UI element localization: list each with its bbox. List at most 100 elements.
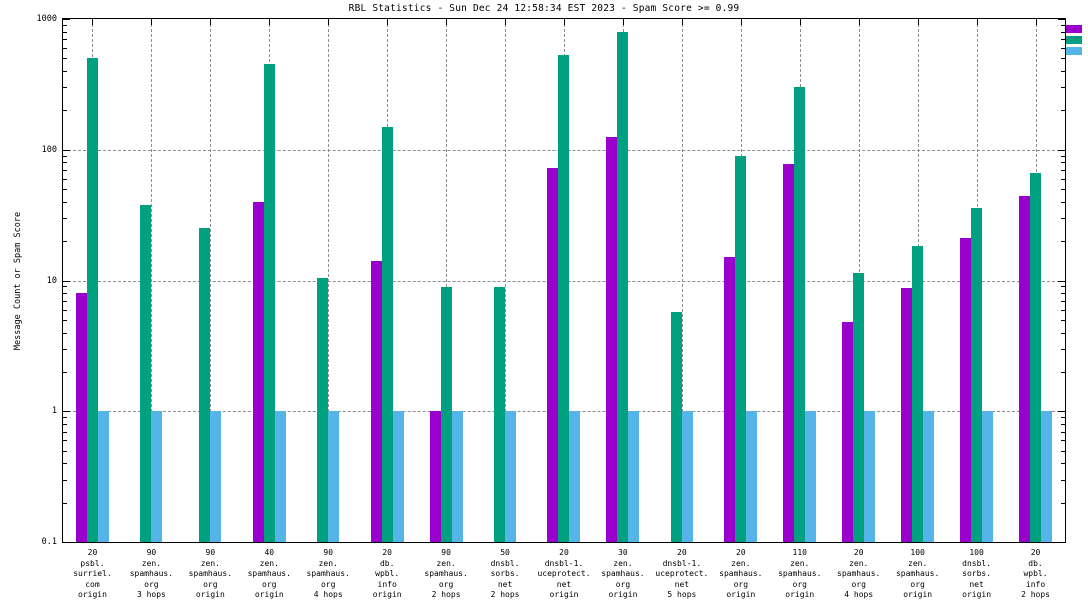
bar-group[interactable] [181,19,240,542]
bar-score[interactable] [151,411,163,542]
y-axis-minor-tick [63,87,67,89]
x-axis-tick [622,19,624,25]
bar-score[interactable] [982,411,994,542]
bar-group[interactable] [476,19,535,542]
bar-score[interactable] [681,411,693,542]
x-axis-label-line: 2 hops [490,590,520,599]
x-axis-label-line: org [262,579,277,589]
bar-spam[interactable] [617,31,629,542]
bar-group[interactable] [1006,19,1065,542]
x-axis-label-line: 20 [677,548,687,557]
y-axis-major-tick [63,149,70,151]
bar-spam[interactable] [140,204,152,542]
bar-notspam[interactable] [547,168,559,542]
bar-spam[interactable] [263,64,275,542]
bar-spam[interactable] [381,126,393,542]
bar-group[interactable] [829,19,888,542]
bar-notspam[interactable] [252,201,264,542]
y-axis-major-tick [1058,149,1065,151]
x-axis-label: 90 zen. spamhaus. org 2 hops [417,548,476,601]
bar-spam[interactable] [971,207,983,542]
y-axis-minor-tick [1061,286,1065,288]
x-axis-label-line: dnsbl. [490,558,520,568]
y-axis-minor-tick [63,423,67,425]
bar-notspam[interactable] [370,261,382,542]
bar-spam[interactable] [794,87,806,542]
bar-spam[interactable] [670,312,682,542]
bar-group[interactable] [593,19,652,542]
bar-score[interactable] [746,411,758,542]
bar-score[interactable] [210,411,222,542]
bar-score[interactable] [97,411,109,542]
bar-group[interactable] [652,19,711,542]
bar-notspam[interactable] [606,137,618,542]
x-axis-tick [328,19,330,25]
bar-group[interactable] [63,19,122,542]
y-axis-minor-tick [63,319,67,321]
bar-spam[interactable] [440,287,452,542]
bar-score[interactable] [628,411,640,542]
bar-score[interactable] [451,411,463,542]
x-axis-label-line: 20 [735,548,746,557]
x-axis-label-line: origin [549,590,579,599]
bar-score[interactable] [805,411,817,542]
bar-notspam[interactable] [901,287,913,542]
x-axis-tick [505,19,507,25]
x-axis-label-line: origin [78,590,107,599]
bar-spam[interactable] [558,55,570,542]
y-axis-major-tick [63,280,70,282]
bar-spam[interactable] [494,287,506,542]
bar-notspam[interactable] [960,238,972,542]
bar-spam[interactable] [735,155,747,542]
bar-spam[interactable] [199,228,211,542]
bar-score[interactable] [274,411,286,542]
bar-notspam[interactable] [724,257,736,542]
bar-group[interactable] [770,19,829,542]
y-axis-minor-tick [63,309,67,311]
x-axis-label-line: dnsbl-1. [662,558,702,568]
x-axis-label-line: org [144,579,159,589]
bar-notspam[interactable] [75,293,87,542]
bar-notspam[interactable] [1019,196,1031,542]
bar-spam[interactable] [853,272,865,542]
bar-notspam[interactable] [429,411,441,542]
bar-group[interactable] [947,19,1006,542]
bar-group[interactable] [535,19,594,542]
y-axis-minor-tick [1061,423,1065,425]
bar-spam[interactable] [86,58,98,542]
y-axis-minor-tick [1061,479,1065,481]
x-axis-label-line: 2 hops [431,590,461,599]
bar-spam[interactable] [912,245,924,542]
bar-group[interactable] [122,19,181,542]
bar-group[interactable] [299,19,358,542]
x-axis-label: 20 psbl. surriel. com origin [63,548,122,601]
bar-score[interactable] [923,411,935,542]
x-axis-tick [1035,19,1037,25]
bar-score[interactable] [328,411,340,542]
x-axis-label: 20 db. wpbl. info origin [358,548,417,601]
bar-group[interactable] [240,19,299,542]
bar-score[interactable] [505,411,517,542]
x-axis-label: 90 zen. spamhaus. org 3 hops [122,548,181,601]
bar-group[interactable] [711,19,770,542]
y-axis-minor-tick [1061,201,1065,203]
bar-group[interactable] [888,19,947,542]
y-axis-minor-tick [63,178,67,180]
x-axis-tick [92,19,94,25]
x-axis-tick [269,19,271,25]
bar-notspam[interactable] [783,163,795,542]
bar-score[interactable] [392,411,404,542]
bar-group[interactable] [358,19,417,542]
bar-group[interactable] [417,19,476,542]
bar-score[interactable] [864,411,876,542]
y-axis-major-tick [1058,542,1065,543]
y-axis-major-tick [1058,280,1065,282]
x-axis-label-line: spamhaus. [306,569,350,578]
bar-score[interactable] [1041,411,1053,542]
bar-spam[interactable] [1030,172,1042,542]
bar-spam[interactable] [317,277,329,542]
y-axis-minor-tick [63,450,67,452]
bar-score[interactable] [569,411,581,542]
bar-notspam[interactable] [842,322,854,542]
x-axis-label-line: 5 hops [667,590,697,599]
